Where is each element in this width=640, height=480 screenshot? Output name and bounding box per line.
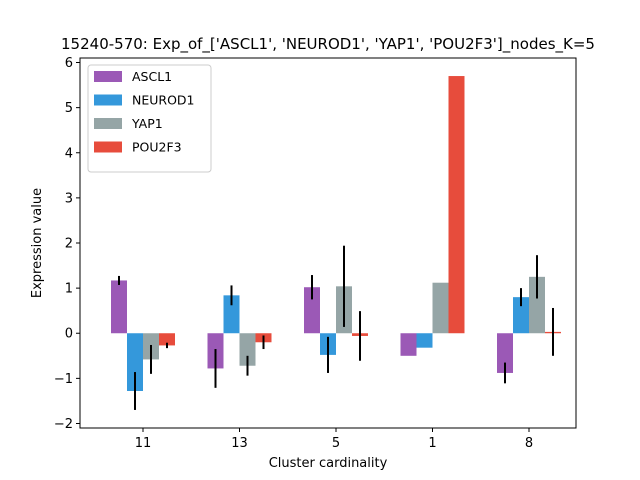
y-axis-label: Expression value — [30, 188, 45, 298]
bar-pou2f3-1 — [448, 76, 465, 334]
x-tick-label: 11 — [135, 436, 152, 451]
x-tick-label: 8 — [525, 436, 533, 451]
bar-neurod1-13 — [223, 295, 240, 334]
bar-neurod1-8 — [513, 297, 529, 334]
legend-label-pou2f3: POU2F3 — [132, 140, 182, 155]
legend-label-neurod1: NEUROD1 — [132, 93, 195, 108]
legend: ASCL1 NEUROD1 YAP1 POU2F3 — [87, 64, 212, 173]
bar-neurod1-1 — [416, 333, 433, 348]
axes-frame — [79, 57, 577, 429]
y-tick-label: 4 — [65, 146, 73, 161]
legend-label-ascl1: ASCL1 — [132, 69, 172, 84]
y-tick-label: 1 — [65, 282, 73, 297]
bar-yap1-8 — [529, 276, 545, 334]
y-tick-label: 5 — [65, 101, 73, 116]
y-tick-label: 3 — [65, 191, 73, 206]
bar-yap1-13 — [239, 333, 256, 366]
chart-title: 15240-570: Exp_of_['ASCL1', 'NEUROD1', '… — [61, 35, 595, 54]
legend-swatch-neurod1 — [94, 94, 122, 106]
bar-pou2f3-11 — [159, 333, 175, 346]
y-axis: −2 −1 0 1 2 3 4 5 6 — [54, 56, 80, 432]
x-tick-label: 1 — [428, 436, 436, 451]
y-tick-label: 0 — [65, 327, 73, 342]
x-tick-label: 13 — [231, 436, 248, 451]
x-axis-label: Cluster cardinality — [269, 456, 388, 471]
bar-ascl1-8 — [497, 333, 513, 373]
legend-label-yap1: YAP1 — [131, 116, 163, 131]
error-bars — [118, 245, 554, 410]
bar-neurod1-11 — [127, 333, 143, 391]
bar-yap1-1 — [432, 282, 449, 334]
bar-ascl1-11 — [111, 280, 127, 334]
y-tick-label: 2 — [65, 237, 73, 252]
bar-ascl1-5 — [304, 287, 320, 334]
y-tick-label: −2 — [54, 417, 73, 432]
y-tick-label: −1 — [54, 372, 73, 387]
legend-swatch-ascl1 — [94, 71, 122, 82]
x-axis: 11 13 5 1 8 — [135, 428, 533, 451]
y-tick-label: 6 — [65, 56, 73, 71]
legend-swatch-pou2f3 — [94, 141, 122, 153]
legend-swatch-yap1 — [94, 118, 122, 129]
x-tick-label: 5 — [332, 436, 340, 451]
bar-ascl1-1 — [400, 333, 417, 356]
